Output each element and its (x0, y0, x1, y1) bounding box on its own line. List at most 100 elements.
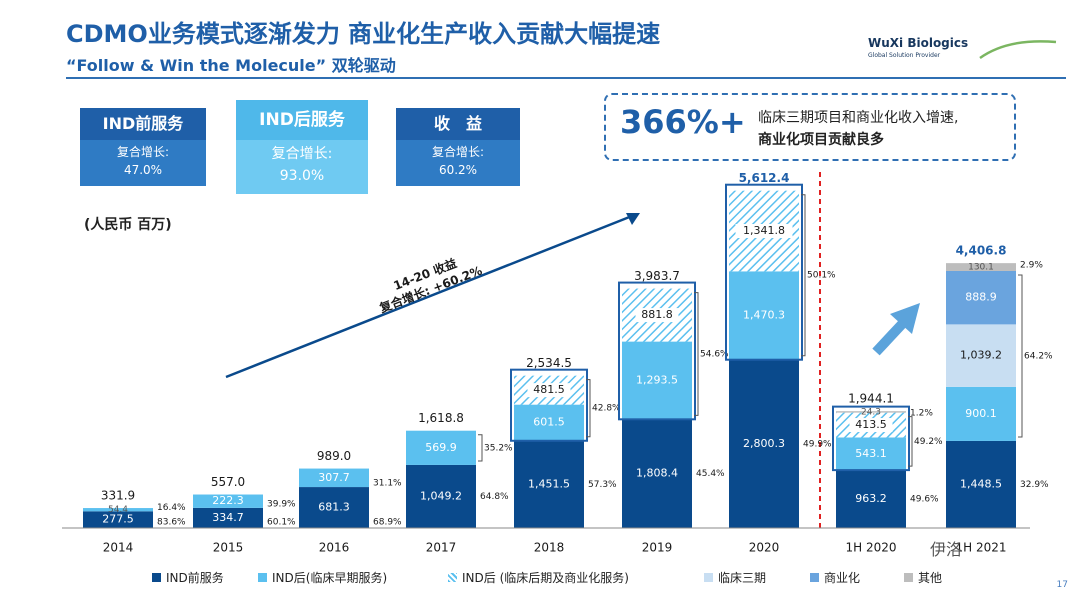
bar-segment (836, 470, 906, 528)
post-ind-outline (725, 183, 803, 361)
total-label: 1,944.1 (848, 392, 894, 406)
data-label: 1,808.4 (636, 467, 678, 480)
data-label: 2,800.3 (743, 437, 785, 450)
data-label: 543.1 (855, 447, 887, 460)
page-title: CDMO业务模式逐渐发力 商业化生产收入贡献大幅提速 (66, 20, 661, 48)
bar-segment (836, 411, 906, 413)
data-label: 963.2 (855, 492, 887, 505)
bar-segment (406, 430, 476, 465)
legend-label: 临床三期 (718, 571, 767, 585)
legend-item-commercial: 商业化 (810, 569, 860, 587)
share-label: 68.9% (373, 518, 402, 528)
share-label: 35.2% (484, 443, 513, 453)
data-label-bg (635, 308, 679, 323)
data-label: 1,451.5 (528, 477, 570, 490)
legend-item-early-clinical: IND后(临床早期服务) (258, 569, 387, 587)
x-tick-label: 2020 (749, 541, 780, 555)
metric-post-ind: IND后服务 复合增长: 93.0% (236, 100, 368, 194)
x-tick-label: 2017 (426, 541, 457, 555)
share-label: 83.6% (157, 518, 186, 528)
bar-segment (946, 440, 1016, 528)
share-label: 16.4% (157, 503, 186, 513)
data-label: 900.1 (965, 407, 997, 420)
data-label-bg (849, 418, 893, 433)
data-label: 681.3 (318, 501, 350, 514)
data-label-bg (527, 383, 571, 398)
legend-swatch (704, 573, 713, 582)
metric-pre-ind-label: 复合增长: (116, 145, 170, 159)
trend-arrow-head (626, 213, 640, 225)
total-label: 3,983.7 (634, 269, 680, 283)
trend-arrow (225, 214, 633, 379)
legend-label: 商业化 (824, 571, 861, 585)
callout-line-2: 商业化项目贡献良多 (758, 132, 884, 148)
share-label: 60.1% (267, 518, 296, 528)
share-label: 42.8% (592, 404, 621, 414)
logo-name: WuXi Biologics (868, 36, 969, 50)
bar-segment (622, 419, 692, 528)
logo-tagline: Global Solution Provider (868, 52, 941, 59)
metric-revenue-value: 60.2% (438, 163, 478, 177)
legend-label: IND后(临床早期服务) (272, 571, 388, 585)
data-label-bg (735, 224, 793, 239)
share-label: 31.1% (373, 479, 402, 489)
share-label: 49.6% (910, 495, 939, 505)
legend-item-late-commercial: IND后 (临床后期及商业化服务) (448, 569, 629, 587)
post-ind-outline (618, 281, 696, 421)
total-label: 1,618.8 (418, 411, 464, 425)
share-bracket (801, 194, 806, 357)
bar-segment (729, 271, 799, 360)
legend-swatch (152, 573, 161, 582)
watermark: 伊洛 (930, 540, 963, 559)
metric-revenue-label: 复合增长: (431, 145, 485, 159)
total-label: 2,534.5 (526, 356, 572, 370)
unit-label: (人民币 百万) (84, 217, 172, 233)
post-ind-outline (832, 405, 910, 472)
metric-post-ind-title: IND后服务 (236, 100, 368, 140)
legend-item-phase3: 临床三期 (704, 569, 766, 587)
data-label: 334.7 (212, 511, 244, 524)
data-label: 277.5 (102, 513, 134, 526)
bar-segment (514, 440, 584, 528)
bar-segment (946, 263, 1016, 271)
bar-segment (83, 511, 153, 528)
callout-growth-value: 366%+ (620, 103, 746, 141)
data-label: 569.9 (425, 441, 457, 454)
legend-label: IND前服务 (166, 571, 224, 585)
total-label: 989.0 (317, 449, 351, 463)
share-bracket (1018, 274, 1023, 438)
data-label: 481.5 (533, 383, 565, 396)
bar-segment (406, 464, 476, 528)
bar-segment (193, 494, 263, 508)
x-tick-label: 2019 (642, 541, 673, 555)
page-subtitle: “Follow & Win the Molecule” 双轮驱动 (66, 56, 396, 75)
total-label: 557.0 (211, 475, 245, 489)
share-label: 54.6% (700, 349, 729, 359)
data-label: 1,470.3 (743, 309, 785, 322)
legend-item-pre-ind: IND前服务 (152, 569, 224, 587)
data-label: 222.3 (212, 494, 244, 507)
page-number: 17 (1056, 580, 1068, 590)
share-label: 1.2% (910, 409, 933, 419)
data-label: 130.1 (968, 263, 994, 273)
legend-swatch (904, 573, 913, 582)
bar-segment (83, 508, 153, 512)
total-label: 4,406.8 (956, 244, 1007, 258)
share-label: 57.3% (588, 480, 617, 490)
bar-segment (299, 487, 369, 528)
data-label: 1,341.8 (743, 224, 785, 237)
metric-pre-ind-title: IND前服务 (80, 108, 206, 140)
x-tick-label: 2016 (319, 541, 350, 555)
metric-pre-ind: IND前服务 复合增长: 47.0% (80, 108, 206, 186)
data-label: 601.5 (533, 416, 565, 429)
bar-segment (946, 386, 1016, 441)
logo-swoosh-icon (979, 40, 1057, 60)
title-divider (66, 77, 1066, 79)
legend-swatch (258, 573, 267, 582)
share-label: 64.8% (480, 492, 509, 502)
growth-callout: 366%+ 临床三期项目和商业化收入增速, 商业化项目贡献良多 (604, 93, 1016, 161)
data-label: 24.3 (861, 407, 881, 417)
share-label: 32.9% (1020, 480, 1049, 490)
data-label: 888.9 (965, 291, 997, 304)
